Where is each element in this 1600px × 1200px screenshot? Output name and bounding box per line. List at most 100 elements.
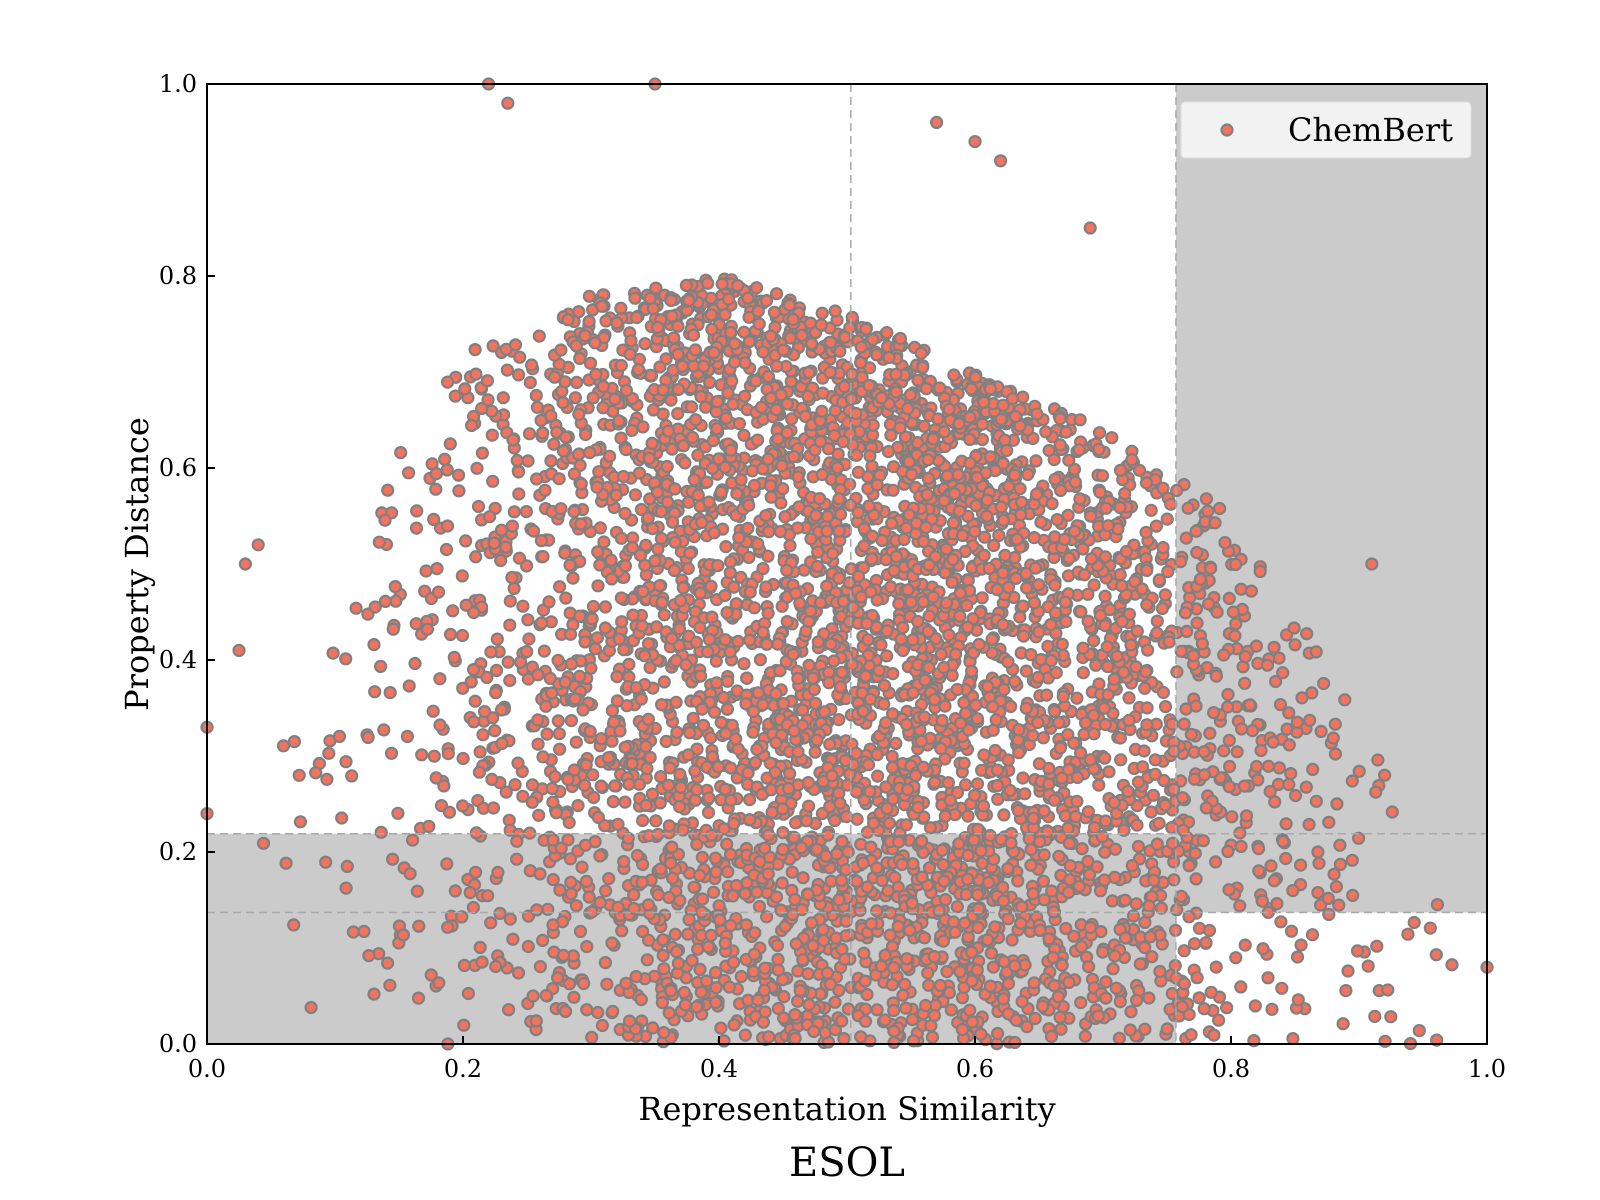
data-point: [723, 847, 738, 862]
data-point: [693, 669, 708, 683]
data-point: [899, 1001, 913, 1015]
data-point: [870, 348, 884, 362]
data-point: [1126, 909, 1141, 923]
data-point: [1341, 964, 1355, 978]
data-point: [287, 918, 301, 932]
data-point: [1099, 501, 1113, 515]
data-point: [961, 872, 975, 886]
data-point: [668, 482, 682, 496]
data-point: [708, 965, 723, 980]
data-point: [769, 686, 783, 701]
data-point: [768, 765, 782, 780]
data-point: [795, 328, 809, 342]
data-point: [1001, 976, 1016, 991]
data-point: [989, 713, 1003, 727]
data-point: [1068, 475, 1083, 489]
data-point: [535, 933, 550, 948]
data-point: [1010, 532, 1024, 546]
data-point: [996, 398, 1010, 412]
data-point: [967, 788, 982, 802]
data-point: [545, 781, 559, 796]
data-point: [1139, 525, 1153, 539]
data-point: [845, 657, 859, 672]
data-point: [889, 549, 904, 564]
data-point: [672, 622, 687, 636]
data-point: [578, 329, 592, 343]
data-point: [1166, 782, 1181, 796]
data-point: [685, 953, 699, 968]
data-point: [802, 365, 816, 380]
data-point: [452, 468, 466, 482]
data-point: [1096, 945, 1110, 959]
data-point: [849, 448, 864, 462]
data-point: [1220, 1001, 1234, 1015]
data-point: [1052, 849, 1066, 863]
data-point: [475, 446, 489, 460]
data-point: [1138, 681, 1152, 695]
data-point: [391, 806, 405, 820]
data-point: [961, 620, 975, 634]
data-point: [724, 918, 738, 933]
data-point: [664, 984, 678, 998]
data-point: [1001, 655, 1015, 669]
data-point: [1061, 508, 1075, 522]
data-point: [895, 857, 909, 872]
data-point: [1153, 964, 1167, 979]
data-point: [1291, 993, 1305, 1007]
data-point: [409, 617, 423, 631]
data-point: [804, 532, 818, 546]
data-point: [788, 1007, 802, 1022]
data-point: [1140, 643, 1155, 657]
data-point: [1371, 753, 1385, 767]
data-point: [309, 766, 323, 780]
data-point: [384, 746, 399, 760]
data-point: [1001, 912, 1015, 926]
data-point: [1190, 971, 1204, 985]
data-point: [790, 994, 805, 1008]
data-point: [882, 816, 897, 830]
data-point: [674, 780, 688, 795]
data-point: [1092, 442, 1106, 456]
data-point: [856, 704, 870, 718]
data-point: [816, 933, 831, 947]
data-point: [556, 948, 571, 963]
data-point: [1212, 501, 1227, 516]
data-point: [1252, 864, 1266, 878]
data-point: [1326, 731, 1340, 745]
data-point: [622, 657, 636, 672]
data-point: [1290, 950, 1305, 964]
data-point: [943, 793, 957, 807]
data-point: [701, 276, 715, 290]
data-point: [1338, 693, 1352, 707]
data-point: [1074, 995, 1088, 1010]
data-point: [496, 391, 510, 405]
data-point: [828, 995, 842, 1009]
data-point: [651, 542, 665, 556]
data-point: [891, 835, 906, 849]
data-point: [1287, 621, 1301, 635]
data-point: [1081, 805, 1096, 819]
data-point: [1273, 697, 1288, 712]
data-point: [809, 508, 823, 523]
data-point: [862, 499, 876, 513]
data-point: [742, 792, 757, 807]
data-point: [1030, 407, 1044, 421]
data-point: [957, 756, 971, 770]
data-point: [618, 795, 632, 809]
data-point: [619, 383, 634, 397]
data-point: [654, 770, 668, 784]
data-point: [927, 692, 942, 707]
data-point: [791, 470, 805, 484]
data-point: [572, 305, 586, 319]
data-point: [889, 367, 903, 381]
data-point: [1186, 648, 1201, 663]
data-point: [1306, 762, 1320, 777]
data-point: [727, 355, 742, 369]
data-point: [753, 653, 768, 667]
data-point: [1229, 617, 1243, 631]
data-point: [971, 920, 985, 935]
data-point: [362, 948, 376, 963]
data-point: [552, 727, 566, 741]
data-point: [858, 974, 872, 988]
data-point: [503, 594, 517, 608]
